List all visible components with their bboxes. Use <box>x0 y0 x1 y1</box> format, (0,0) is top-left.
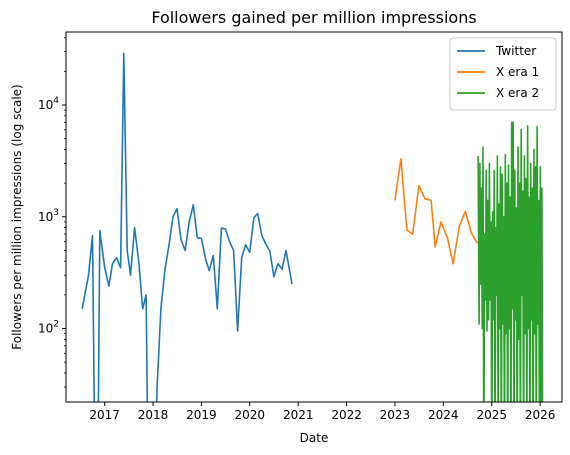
x-tick-label: 2023 <box>380 408 411 422</box>
legend-frame <box>449 37 557 111</box>
y-tick-label: 103 <box>38 208 59 224</box>
y-axis-ticks: 102 103 104 <box>38 37 66 388</box>
plot-series <box>81 52 544 402</box>
series-line-3 <box>477 121 544 402</box>
series-line-2 <box>394 158 479 265</box>
y-tick-label: 104 <box>38 96 59 112</box>
chart-title: Followers gained per million impressions <box>151 8 476 27</box>
x-tick-label: 2025 <box>477 408 508 422</box>
x-tick-label: 2018 <box>138 408 169 422</box>
x-tick-label: 2022 <box>331 408 362 422</box>
y-axis-label: Followers per million impressions (log s… <box>10 84 24 350</box>
x-tick-label: 2017 <box>89 408 120 422</box>
x-tick-label: 2020 <box>234 408 265 422</box>
legend-label: X era 1 <box>496 65 539 79</box>
x-tick-label: 2026 <box>525 408 556 422</box>
x-axis-label: Date <box>300 431 329 445</box>
series-line-1 <box>81 52 293 402</box>
x-axis-ticks: 2017 2018 2019 2020 2021 2022 2023 2024 2025 2026 <box>89 402 555 422</box>
x-tick-label: 2024 <box>428 408 459 422</box>
legend-label: Twitter <box>495 44 536 58</box>
x-tick-label: 2021 <box>283 408 314 422</box>
y-tick-label: 102 <box>38 320 59 336</box>
legend: Twitter X era 1 X era 2 <box>449 37 557 111</box>
x-tick-label: 2019 <box>186 408 217 422</box>
legend-label: X era 2 <box>496 86 539 100</box>
